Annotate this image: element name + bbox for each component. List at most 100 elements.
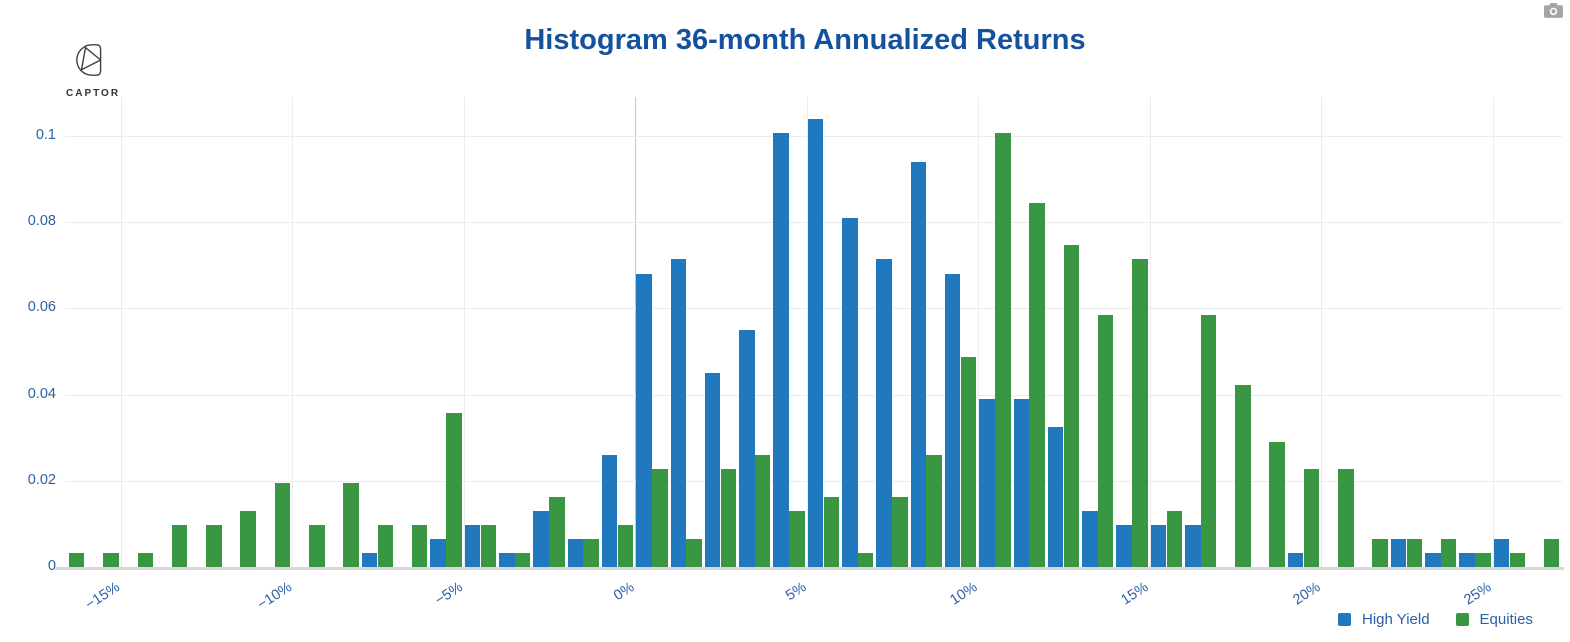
vertical-gridline [120, 97, 122, 567]
bar-high-yield[interactable] [636, 273, 652, 567]
bar-high-yield[interactable] [1082, 510, 1098, 567]
bar-high-yield[interactable] [1287, 553, 1304, 567]
bar-equities[interactable] [960, 356, 977, 567]
bar-equities[interactable] [68, 553, 85, 567]
bar-equities[interactable] [1475, 553, 1491, 567]
plotly-modebar[interactable] [1544, 3, 1563, 23]
bar-high-yield[interactable] [876, 259, 892, 567]
legend-item-equities[interactable]: Equities [1455, 611, 1533, 628]
vertical-gridline [1492, 97, 1494, 567]
bar-equities[interactable] [377, 525, 394, 567]
bar-equities[interactable] [686, 538, 702, 567]
bar-high-yield[interactable] [773, 133, 789, 567]
bar-equities[interactable] [1063, 245, 1080, 567]
vertical-gridline [1321, 97, 1322, 567]
captor-logo-text: CAPTOR [66, 88, 121, 99]
bar-equities[interactable] [514, 553, 531, 567]
bar-equities[interactable] [823, 497, 840, 567]
bar-high-yield[interactable] [739, 329, 755, 567]
bar-equities[interactable] [1372, 538, 1388, 567]
bar-high-yield[interactable] [430, 538, 446, 567]
bar-equities[interactable] [754, 454, 771, 567]
legend-label-equities: Equities [1479, 611, 1533, 628]
bar-equities[interactable] [583, 538, 599, 567]
bar-equities[interactable] [309, 525, 325, 567]
bar-equities[interactable] [1269, 441, 1285, 567]
captor-logo: CAPTOR [66, 42, 121, 99]
bar-equities[interactable] [1132, 259, 1148, 567]
bar-equities[interactable] [926, 454, 942, 567]
bar-high-yield[interactable] [601, 454, 618, 567]
bar-high-yield[interactable] [1150, 525, 1167, 567]
bar-equities[interactable] [171, 525, 188, 567]
plot-area [55, 97, 1564, 570]
bar-equities[interactable] [206, 525, 222, 567]
bar-high-yield[interactable] [1390, 538, 1407, 567]
bar-high-yield[interactable] [533, 510, 549, 567]
bar-high-yield[interactable] [1116, 525, 1132, 567]
bar-high-yield[interactable] [464, 525, 481, 567]
bar-equities[interactable] [137, 553, 154, 567]
bar-equities[interactable] [1200, 315, 1217, 567]
bar-equities[interactable] [1543, 538, 1560, 567]
bar-equities[interactable] [617, 525, 634, 567]
bar-high-yield[interactable] [944, 273, 961, 567]
bar-high-yield[interactable] [1493, 538, 1510, 567]
bar-equities[interactable] [1303, 469, 1320, 567]
bar-equities[interactable] [1166, 510, 1183, 567]
bar-high-yield[interactable] [807, 119, 824, 567]
y-tick-label: 0.08 [27, 213, 56, 229]
bar-equities[interactable] [857, 553, 874, 567]
bar-equities[interactable] [103, 553, 119, 567]
bar-equities[interactable] [892, 497, 908, 567]
bar-high-yield[interactable] [1047, 426, 1064, 567]
vertical-gridline [463, 97, 465, 567]
y-tick-label: 0.04 [27, 385, 56, 402]
bar-high-yield[interactable] [1185, 525, 1201, 567]
legend-swatch-equities [1455, 613, 1469, 626]
bar-equities[interactable] [652, 469, 668, 567]
legend-label-high-yield: High Yield [1362, 611, 1430, 628]
bar-equities[interactable] [1338, 469, 1354, 567]
y-tick-label: 0.1 [35, 126, 56, 143]
x-tick-label: 25% [1461, 579, 1495, 609]
bar-equities[interactable] [549, 497, 565, 567]
bar-equities[interactable] [343, 482, 359, 567]
y-tick-label: 0.02 [27, 471, 56, 488]
bar-equities[interactable] [1509, 553, 1526, 567]
bar-equities[interactable] [1097, 315, 1114, 567]
bar-equities[interactable] [1406, 538, 1423, 567]
y-tick-label: 0.06 [27, 299, 56, 316]
x-tick-label: −15% [82, 579, 123, 614]
bar-equities[interactable] [480, 525, 497, 567]
bar-equities[interactable] [274, 482, 291, 567]
bar-high-yield[interactable] [567, 538, 584, 567]
bar-equities[interactable] [995, 133, 1011, 567]
zero-gridline [635, 97, 636, 567]
bar-high-yield[interactable] [1425, 553, 1441, 567]
bar-high-yield[interactable] [910, 161, 927, 567]
vertical-gridline [1149, 97, 1151, 567]
bar-high-yield[interactable] [704, 372, 721, 567]
bar-equities[interactable] [1029, 203, 1045, 567]
bar-equities[interactable] [789, 510, 805, 567]
camera-icon[interactable] [1544, 3, 1563, 18]
x-tick-label: 0% [611, 579, 638, 605]
x-tick-label: 15% [1118, 579, 1152, 609]
bar-high-yield[interactable] [361, 553, 378, 567]
legend-item-high-yield[interactable]: High Yield [1338, 611, 1430, 628]
bar-high-yield[interactable] [499, 553, 515, 567]
bar-high-yield[interactable] [1459, 553, 1475, 567]
bar-equities[interactable] [446, 413, 462, 567]
bar-high-yield[interactable] [670, 259, 687, 567]
bar-high-yield[interactable] [979, 398, 995, 567]
bar-high-yield[interactable] [842, 217, 858, 567]
bar-equities[interactable] [240, 510, 256, 567]
bar-high-yield[interactable] [1013, 398, 1030, 567]
bar-equities[interactable] [411, 525, 428, 567]
bar-equities[interactable] [1440, 538, 1457, 567]
x-tick-label: −5% [432, 579, 466, 609]
bar-equities[interactable] [1235, 385, 1251, 567]
bar-equities[interactable] [720, 469, 737, 567]
